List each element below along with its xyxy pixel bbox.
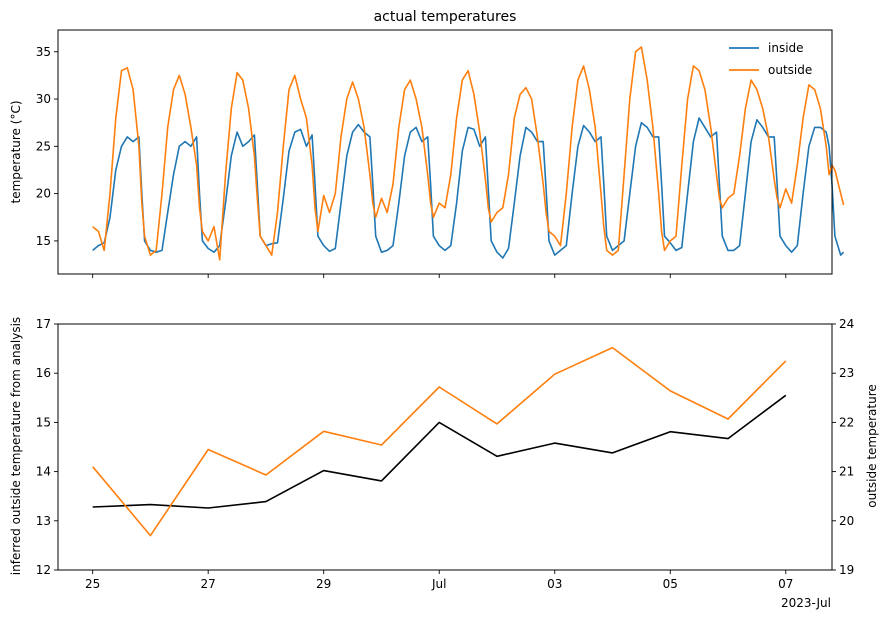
right-y-tick-label: 24 bbox=[839, 317, 854, 331]
series-line-inside bbox=[92, 117, 845, 259]
top-plot-frame bbox=[57, 29, 833, 275]
top-series-group bbox=[92, 46, 845, 261]
x-tick-label: Jul bbox=[431, 577, 446, 591]
left-y-tick-label: 12 bbox=[36, 563, 51, 577]
x-tick-label: 03 bbox=[547, 577, 562, 591]
bottom-left-y-ticks: 12 13 14 15 16 17 bbox=[36, 317, 58, 577]
x-tick-label: 25 bbox=[85, 577, 100, 591]
y-tick-label: 30 bbox=[36, 92, 51, 106]
left-y-tick-label: 15 bbox=[36, 415, 51, 429]
right-y-tick-label: 20 bbox=[839, 514, 854, 528]
y-tick-label: 25 bbox=[36, 139, 51, 153]
left-y-tick-label: 14 bbox=[36, 465, 51, 479]
bottom-chart-panel: 12 13 14 15 16 17 19 20 21 22 23 24 25 27 29 Jul 03 05 0… bbox=[9, 317, 879, 610]
legend-label-inside: inside bbox=[768, 41, 804, 55]
top-y-ticks: 15 20 25 30 35 bbox=[36, 45, 58, 248]
left-y-tick-label: 13 bbox=[36, 514, 51, 528]
bottom-series-group bbox=[92, 346, 787, 537]
bottom-left-y-axis-label: inferred outside temperature from analys… bbox=[9, 317, 23, 575]
bottom-right-y-ticks: 19 20 21 22 23 24 bbox=[832, 317, 854, 577]
x-tick-label: 05 bbox=[663, 577, 678, 591]
right-y-tick-label: 19 bbox=[839, 563, 854, 577]
bottom-x-ticks: 25 27 29 Jul 03 05 07 bbox=[85, 570, 793, 591]
y-tick-label: 20 bbox=[36, 187, 51, 201]
right-y-tick-label: 22 bbox=[839, 415, 854, 429]
bottom-right-y-axis-label: outside temperature bbox=[865, 384, 879, 507]
top-x-ticks bbox=[92, 274, 787, 278]
legend-label-outside: outside bbox=[768, 63, 812, 77]
y-tick-label: 35 bbox=[36, 45, 51, 59]
x-axis-offset-label: 2023-Jul bbox=[781, 596, 831, 610]
top-chart-title: actual temperatures bbox=[374, 9, 517, 25]
x-tick-label: 07 bbox=[778, 577, 793, 591]
top-y-axis-label: temperature (°C) bbox=[9, 101, 23, 204]
x-tick-label: 27 bbox=[201, 577, 216, 591]
left-y-tick-label: 17 bbox=[36, 317, 51, 331]
top-chart-panel: actual temperatures 15 20 25 30 35 temperatu… bbox=[9, 9, 845, 278]
series-line-right-axis bbox=[92, 346, 787, 537]
x-tick-label: 29 bbox=[316, 577, 331, 591]
left-y-tick-label: 16 bbox=[36, 366, 51, 380]
bottom-plot-frame bbox=[57, 323, 833, 571]
series-line-left-axis bbox=[92, 394, 787, 509]
right-y-tick-label: 23 bbox=[839, 366, 854, 380]
y-tick-label: 15 bbox=[36, 234, 51, 248]
series-line-outside bbox=[92, 46, 845, 261]
right-y-tick-label: 21 bbox=[839, 465, 854, 479]
top-legend: inside outside bbox=[729, 41, 812, 77]
